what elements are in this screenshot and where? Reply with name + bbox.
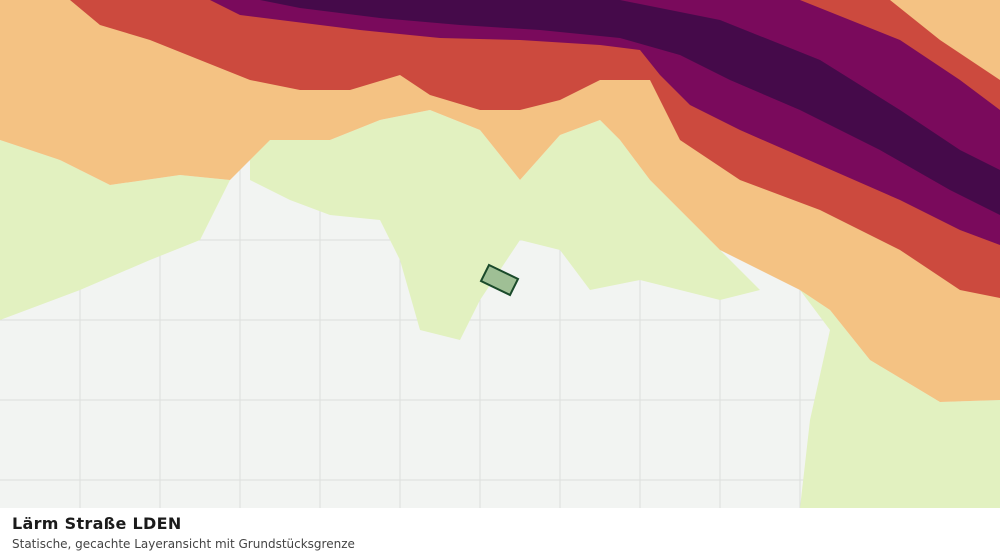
- noise-zone-low: [0, 110, 1000, 508]
- parcel-boundary: [479, 263, 520, 297]
- map-layer: [0, 0, 1000, 508]
- caption-panel: Lärm Straße LDEN Statische, gecachte Lay…: [0, 508, 1000, 560]
- noise-zone-extreme: [260, 0, 1000, 215]
- layer-subtitle: Statische, gecachte Layeransicht mit Gru…: [12, 537, 355, 551]
- layer-title: Lärm Straße LDEN: [12, 514, 182, 533]
